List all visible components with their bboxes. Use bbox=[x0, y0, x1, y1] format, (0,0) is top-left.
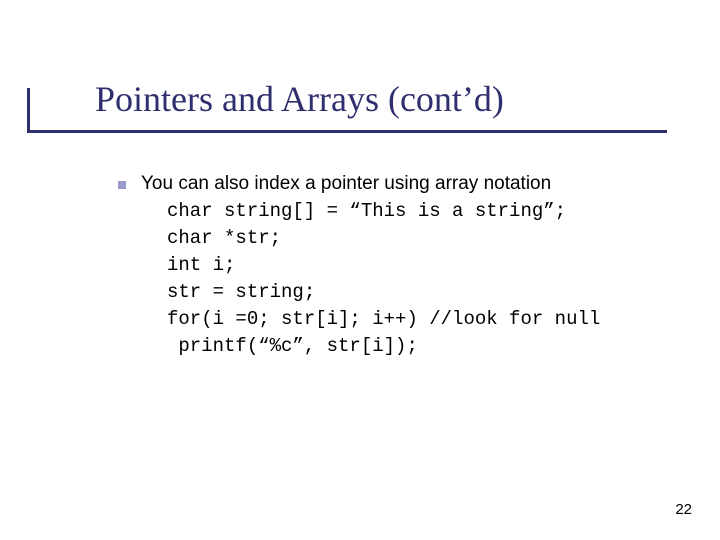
slide-title: Pointers and Arrays (cont’d) bbox=[95, 78, 504, 120]
slide: { "title": { "text": "Pointers and Array… bbox=[0, 0, 720, 540]
code-line: str = string; bbox=[167, 281, 315, 303]
code-line: int i; bbox=[167, 254, 235, 276]
title-accent-tick bbox=[27, 88, 30, 133]
lead-text: You can also index a pointer using array… bbox=[141, 173, 551, 195]
title-underline bbox=[27, 130, 667, 133]
code-line: printf(“%c”, str[i]); bbox=[167, 335, 418, 357]
code-line: char *str; bbox=[167, 227, 281, 249]
code-line: char string[] = “This is a string”; bbox=[167, 200, 566, 222]
bullet-square-icon bbox=[118, 181, 126, 189]
page-number: 22 bbox=[675, 501, 692, 518]
code-line: for(i =0; str[i]; i++) //look for null bbox=[167, 308, 600, 330]
